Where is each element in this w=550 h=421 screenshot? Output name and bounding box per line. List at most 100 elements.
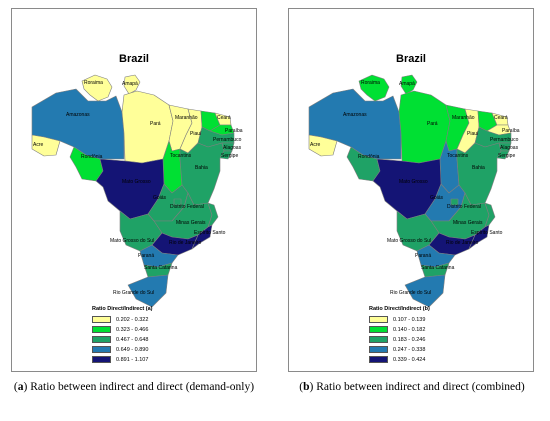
- state-label-amapa: Amapá: [122, 81, 138, 87]
- legend-row: 0.140 - 0.182: [369, 325, 430, 334]
- state-label-maranhao: Maranhão: [452, 115, 475, 121]
- caption-b: (b) Ratio between indirect and direct (c…: [299, 381, 525, 393]
- state-label-rio-de-janeiro: Rio de Janeiro: [446, 240, 478, 246]
- state-label-mato-grosso-do-sul: Mato Grosso do Sul: [110, 238, 154, 244]
- caption-tag-a: a: [17, 381, 24, 393]
- state-label-mato-grosso-do-sul: Mato Grosso do Sul: [387, 238, 431, 244]
- state-label-roraima: Roraima: [84, 80, 103, 86]
- state-label-sergipe: Sergipe: [221, 153, 238, 159]
- state-rio-grande-do-sul: [127, 274, 169, 308]
- state-label-rondonia: Rondônia: [358, 154, 380, 160]
- state-label-santa-catarina: Santa Catarina: [144, 265, 178, 271]
- state-rio-de-janeiro: [191, 224, 213, 250]
- legend-label: 0.247 - 0.338: [393, 346, 426, 353]
- state-label-piaui: Piauí: [467, 131, 479, 137]
- legend-swatch: [92, 316, 111, 323]
- legend-swatch: [369, 326, 388, 333]
- state-label-tocantins: Tocantins: [170, 153, 192, 159]
- legend-swatch: [92, 326, 111, 333]
- caption-a: (a) Ratio between indirect and direct (d…: [13, 381, 255, 393]
- state-label-ceara: Ceará: [494, 115, 508, 121]
- state-label-pernambuco: Pernambuco: [213, 137, 242, 143]
- state-label-amapa: Amapá: [399, 81, 415, 87]
- state-label-goias: Goiás: [153, 195, 167, 201]
- caption-tag-b: b: [303, 381, 310, 393]
- state-label-paraiba: Paraíba: [502, 128, 520, 134]
- legend-swatch: [369, 356, 388, 363]
- caption-text-a: Ratio between indirect and direct (deman…: [27, 381, 255, 393]
- state-label-amazonas: Amazonas: [343, 112, 367, 118]
- state-santa-catarina: [420, 262, 450, 278]
- state-label-rio-grande-do-sul: Rio Grande do Sul: [390, 290, 431, 296]
- state-rio-de-janeiro: [468, 224, 490, 250]
- legend-swatch: [369, 346, 388, 353]
- state-label-piaui: Piauí: [190, 131, 202, 137]
- state-label-distrito-federal: Distrito Federal: [170, 204, 204, 210]
- state-label-para: Pará: [150, 121, 161, 127]
- legend-swatch: [369, 316, 388, 323]
- state-amapa: [400, 74, 418, 95]
- state-rio-grande-do-sul: [404, 274, 446, 308]
- legend-label: 0.183 - 0.246: [393, 336, 426, 343]
- state-label-espirito-santo: Espírito Santo: [471, 230, 503, 236]
- state-label-espirito-santo: Espírito Santo: [194, 230, 226, 236]
- map-panel-b: Roraima Amapá Amazonas Pará Acre Rondônia Mara…: [288, 8, 534, 372]
- state-label-acre: Acre: [33, 142, 44, 148]
- state-label-parana: Paraná: [138, 253, 154, 259]
- state-label-tocantins: Tocantins: [447, 153, 469, 159]
- state-label-sergipe: Sergipe: [498, 153, 515, 159]
- legend-label: 0.649 - 0.890: [116, 346, 149, 353]
- state-label-ceara: Ceará: [217, 115, 231, 121]
- state-label-bahia: Bahia: [195, 165, 208, 171]
- legend-row: 0.649 - 0.890: [92, 345, 153, 354]
- state-distrito-federal: [450, 198, 459, 206]
- state-label-bahia: Bahia: [472, 165, 485, 171]
- legend-swatch: [92, 336, 111, 343]
- state-label-mato-grosso: Mato Grosso: [122, 179, 151, 185]
- legend-swatch: [369, 336, 388, 343]
- state-distrito-federal: [173, 198, 182, 206]
- brazil-map-a: Roraima Amapá Amazonas Pará Acre Rondônia Mara…: [31, 74, 243, 308]
- legend-title-a: Ratio Direct/Indirect (a): [92, 306, 153, 312]
- state-label-santa-catarina: Santa Catarina: [421, 265, 455, 271]
- state-acre: [31, 134, 61, 157]
- legend-swatch: [92, 356, 111, 363]
- state-label-rondonia: Rondônia: [81, 154, 103, 160]
- legend-label: 0.891 - 1.107: [116, 356, 149, 363]
- legend-b: Ratio Direct/Indirect (b) 0.107 - 0.139 …: [369, 306, 430, 365]
- state-label-para: Pará: [427, 121, 438, 127]
- state-roraima: [81, 74, 113, 102]
- brazil-map-b: Roraima Amapá Amazonas Pará Acre Rondônia Mara…: [308, 74, 520, 308]
- legend-row: 0.467 - 0.648: [92, 335, 153, 344]
- map-title-a: Brazil: [119, 53, 149, 65]
- state-label-pernambuco: Pernambuco: [490, 137, 519, 143]
- legend-row: 0.107 - 0.139: [369, 315, 430, 324]
- legend-swatch: [92, 346, 111, 353]
- state-roraima: [358, 74, 390, 102]
- state-label-alagoas: Alagoas: [223, 145, 242, 151]
- state-label-maranhao: Maranhão: [175, 115, 198, 121]
- state-santa-catarina: [143, 262, 173, 278]
- state-amapa: [123, 74, 141, 95]
- legend-label: 0.323 - 0.466: [116, 326, 149, 333]
- state-label-rio-grande-do-sul: Rio Grande do Sul: [113, 290, 154, 296]
- legend-row: 0.183 - 0.246: [369, 335, 430, 344]
- map-title-b: Brazil: [396, 53, 426, 65]
- state-label-mato-grosso: Mato Grosso: [399, 179, 428, 185]
- legend-row: 0.891 - 1.107: [92, 355, 153, 364]
- state-label-goias: Goiás: [430, 195, 444, 201]
- legend-row: 0.247 - 0.338: [369, 345, 430, 354]
- state-label-parana: Paraná: [415, 253, 431, 259]
- state-label-roraima: Roraima: [361, 80, 380, 86]
- legend-label: 0.107 - 0.139: [393, 316, 426, 323]
- legend-label: 0.140 - 0.182: [393, 326, 426, 333]
- legend-label: 0.467 - 0.648: [116, 336, 149, 343]
- state-label-acre: Acre: [310, 142, 321, 148]
- state-label-distrito-federal: Distrito Federal: [447, 204, 481, 210]
- legend-row: 0.339 - 0.424: [369, 355, 430, 364]
- state-label-amazonas: Amazonas: [66, 112, 90, 118]
- state-label-paraiba: Paraíba: [225, 128, 243, 134]
- legend-label: 0.339 - 0.424: [393, 356, 426, 363]
- caption-text-b: Ratio between indirect and direct (combi…: [313, 381, 525, 393]
- map-panel-a: Roraima Amapá Amazonas Pará Acre Rondônia Mara…: [11, 8, 257, 372]
